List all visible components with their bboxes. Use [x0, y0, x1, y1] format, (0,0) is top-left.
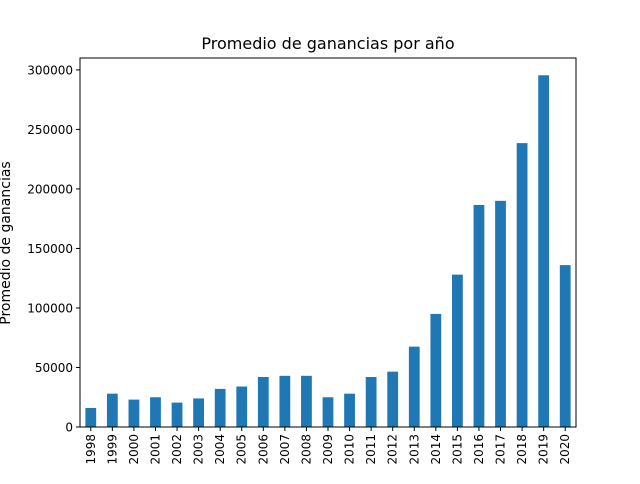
bar-2001 — [150, 397, 161, 427]
chart-title: Promedio de ganancias por año — [201, 34, 454, 53]
y-tick-label: 200000 — [27, 182, 73, 196]
bar-2009 — [322, 397, 334, 427]
bar-2019 — [538, 75, 550, 427]
bar-2008 — [301, 375, 312, 427]
x-tick-label: 1998 — [84, 434, 98, 465]
x-tick-label: 2003 — [192, 434, 206, 465]
bar-2000 — [128, 399, 140, 427]
bar-2003 — [193, 398, 204, 427]
x-tick-label: 2008 — [299, 434, 313, 465]
x-tick-label: 2012 — [386, 434, 400, 465]
x-tick-label: 2016 — [472, 434, 486, 465]
bar-2017 — [495, 200, 506, 427]
bar-2012 — [387, 371, 399, 427]
x-tick-label: 2006 — [256, 434, 270, 465]
bar-2010 — [344, 393, 355, 427]
bar-2004 — [214, 388, 226, 427]
y-tick-label: 50000 — [35, 361, 73, 375]
x-tick-label: 2014 — [429, 434, 443, 465]
x-tick-label: 2001 — [148, 434, 162, 465]
y-tick-label: 0 — [65, 421, 73, 435]
x-tick-label: 2018 — [515, 434, 529, 465]
y-tick-label: 250000 — [27, 123, 73, 137]
x-tick-label: 2009 — [321, 434, 335, 465]
plot-area: 0 50000 100000 150000 200000 250000 300000 1998… — [27, 57, 577, 465]
bar-2013 — [408, 346, 420, 427]
y-tick-label: 150000 — [27, 242, 73, 256]
y-tick-label: 300000 — [27, 63, 73, 77]
y-axis-label: Promedio de ganancias — [0, 161, 14, 324]
x-tick-label: 2017 — [494, 434, 508, 465]
bar-2014 — [430, 313, 442, 427]
bar-2018 — [516, 143, 528, 428]
x-tick-label: 2004 — [213, 434, 227, 465]
x-tick-label: 2007 — [278, 434, 292, 465]
bar-2011 — [365, 377, 377, 427]
x-tick-label: 2000 — [127, 434, 141, 465]
y-tick-label: 100000 — [27, 301, 73, 315]
x-tick-label: 2005 — [235, 434, 249, 465]
x-tick-label: 2002 — [170, 434, 184, 465]
x-tick-label: 1999 — [105, 434, 119, 465]
bar-2002 — [171, 402, 183, 427]
x-tick-label: 2020 — [558, 434, 572, 465]
bar-2020 — [559, 265, 571, 427]
x-tick-label: 2013 — [407, 434, 421, 465]
x-tick-label: 2019 — [537, 434, 551, 465]
bar-1998 — [85, 407, 97, 427]
bar-2007 — [279, 375, 291, 427]
bar-2005 — [236, 386, 248, 427]
x-tick-label: 2010 — [343, 434, 357, 465]
bar-2015 — [452, 274, 463, 427]
x-tick-label: 2015 — [450, 434, 464, 465]
x-tick-label: 2011 — [364, 434, 378, 465]
bar-2016 — [473, 205, 485, 427]
bar-1999 — [106, 393, 118, 427]
bar-2006 — [257, 377, 269, 427]
